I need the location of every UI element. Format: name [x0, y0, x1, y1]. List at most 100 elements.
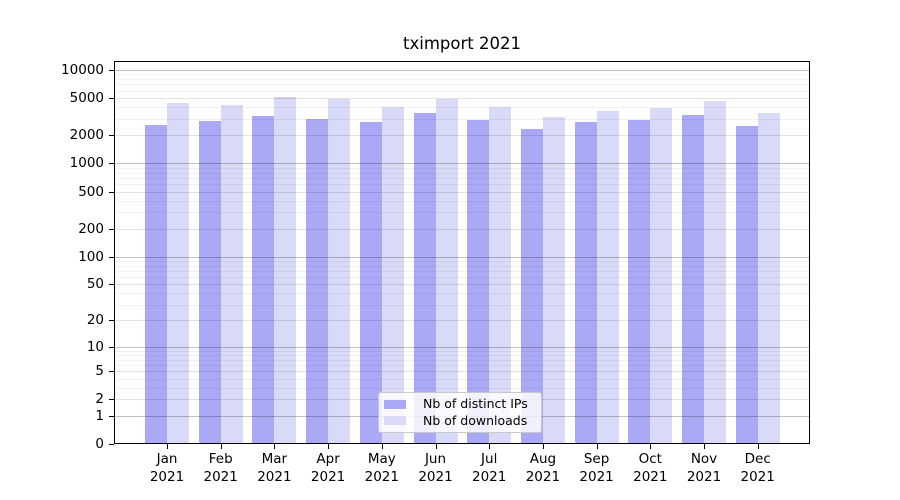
x-tick-label-year: 2021 [257, 469, 292, 485]
y-tick-label-0: 0 [95, 436, 104, 452]
x-tick-label-month: Feb [208, 451, 233, 467]
legend-item-distinct-ips: Nb of distinct IPs [384, 397, 535, 411]
bar-downloads-nov [704, 100, 726, 444]
bar-downloads-mar [274, 97, 297, 444]
bar-downloads-sep [596, 110, 619, 444]
bar-downloads-jan [167, 103, 189, 444]
x-tick-label-month: Aug [529, 451, 557, 467]
bar-distinct-ips-sep [574, 121, 597, 444]
y-tick-mark-0 [109, 444, 114, 445]
x-tick-mark-apr [328, 444, 330, 449]
y-tick-label-200: 200 [78, 220, 104, 237]
legend: Nb of distinct IPs Nb of downloads [378, 392, 542, 433]
legend-label-distinct-ips: Nb of distinct IPs [423, 396, 528, 412]
gridline-10 [114, 346, 810, 348]
y-tick-label-50: 50 [86, 276, 104, 293]
chart-title: tximport 2021 [403, 34, 521, 53]
y-tick-mark-500 [109, 191, 114, 193]
y-tick-label-10000: 10000 [61, 61, 104, 78]
x-tick-label-year: 2021 [633, 469, 668, 485]
bar-distinct-ips-jan [145, 125, 167, 444]
x-tick-label-feb: Feb 2021 [181, 450, 261, 486]
gridline-4000 [114, 107, 810, 109]
gridline-7000 [114, 84, 810, 86]
gridline-80 [114, 265, 810, 267]
x-tick-mark-dec [757, 444, 759, 449]
gridline-90 [114, 260, 810, 262]
gridline-40 [114, 293, 810, 295]
x-tick-label-jul: Jul 2021 [449, 450, 529, 486]
gridline-6 [114, 364, 810, 366]
x-tick-mark-feb [220, 444, 222, 449]
gridline-60 [114, 277, 810, 279]
y-tick-mark-1 [109, 415, 114, 417]
y-tick-label-500: 500 [78, 183, 104, 200]
bar-downloads-apr [328, 99, 351, 444]
x-tick-label-may: May 2021 [342, 450, 422, 486]
bar-distinct-ips-nov [682, 115, 704, 444]
x-tick-label-jun: Jun 2021 [396, 450, 476, 486]
bar-distinct-ips-aug [520, 128, 543, 444]
gridline-400 [114, 200, 810, 202]
y-tick-mark-20 [109, 320, 114, 322]
gridline-2000 [114, 135, 810, 137]
y-tick-mark-1000 [109, 163, 114, 165]
gridline-3000 [114, 118, 810, 120]
x-tick-label-year: 2021 [579, 469, 614, 485]
y-tick-label-2000: 2000 [69, 127, 104, 144]
bar-downloads-feb [220, 104, 243, 444]
gridline-9000 [114, 74, 810, 76]
gridline-5 [114, 371, 810, 373]
y-tick-label-5: 5 [95, 363, 104, 380]
x-tick-label-month: Dec [744, 451, 771, 467]
y-tick-mark-10 [109, 346, 114, 348]
y-tick-label-2: 2 [95, 391, 104, 408]
x-tick-mark-jan [167, 444, 168, 449]
x-tick-label-year: 2021 [740, 469, 775, 485]
x-tick-label-dec: Dec 2021 [718, 450, 798, 486]
bar-downloads-dec [757, 112, 780, 444]
y-tick-mark-50 [109, 284, 114, 286]
x-tick-label-month: Jul [481, 451, 498, 467]
y-tick-label-10: 10 [86, 338, 104, 355]
x-tick-mark-jul [489, 444, 491, 449]
y-tick-mark-2 [109, 399, 114, 401]
y-tick-label-5000: 5000 [69, 90, 104, 107]
x-tick-label-year: 2021 [472, 469, 507, 485]
gridline-1000 [114, 163, 810, 165]
x-tick-mark-nov [704, 444, 705, 449]
y-tick-mark-5 [109, 371, 114, 373]
x-tick-label-oct: Oct 2021 [610, 450, 690, 486]
gridline-9 [114, 350, 810, 352]
gridline-900 [114, 167, 810, 169]
y-tick-mark-10000 [109, 69, 114, 71]
gridline-300 [114, 212, 810, 214]
gridline-4 [114, 378, 810, 380]
x-tick-label-month: May [367, 451, 396, 467]
y-tick-label-100: 100 [78, 248, 104, 265]
x-tick-label-month: Sep [583, 451, 610, 467]
bar-distinct-ips-dec [735, 125, 758, 444]
gridline-6000 [114, 90, 810, 92]
bar-distinct-ips-may [359, 121, 382, 444]
gridline-100 [114, 256, 810, 258]
y-tick-mark-2000 [109, 135, 114, 137]
x-tick-label-month: Apr [316, 451, 340, 467]
y-tick-mark-200 [109, 228, 114, 230]
x-tick-mark-jun [435, 444, 437, 449]
gridline-600 [114, 184, 810, 186]
bar-distinct-ips-jun [413, 113, 436, 444]
x-tick-label-year: 2021 [203, 469, 238, 485]
y-tick-label-20: 20 [86, 312, 104, 329]
gridline-200 [114, 228, 810, 230]
x-tick-mark-aug [542, 444, 544, 449]
x-tick-label-year: 2021 [364, 469, 399, 485]
plot-area [114, 61, 810, 444]
x-tick-label-sep: Sep 2021 [557, 450, 637, 486]
bar-downloads-oct [650, 107, 673, 444]
legend-swatch-distinct-ips [384, 399, 406, 409]
gridline-8000 [114, 79, 810, 81]
x-tick-label-aug: Aug 2021 [503, 450, 583, 486]
x-tick-mark-may [381, 444, 383, 449]
